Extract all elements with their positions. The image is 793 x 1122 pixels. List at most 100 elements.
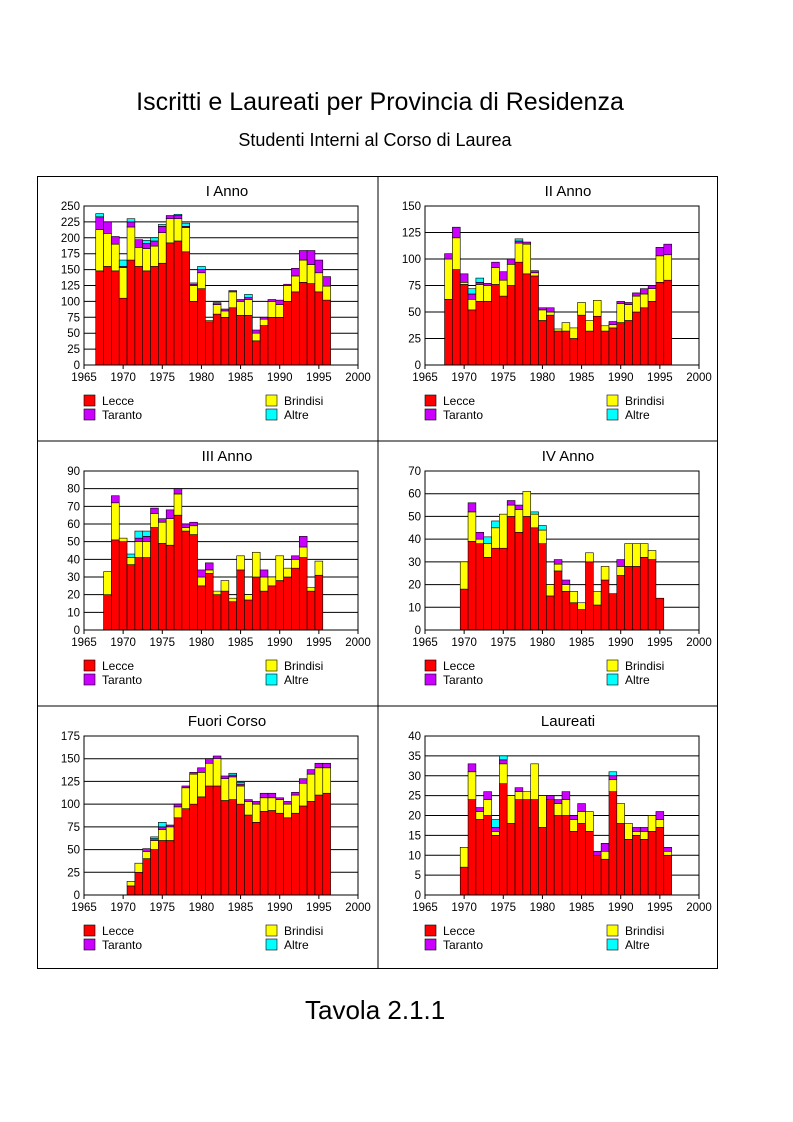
bar-taranto-1980: [197, 269, 206, 274]
bar-lecce-1971: [467, 799, 477, 896]
bar-lecce-1977: [514, 799, 524, 896]
legend-label-altre: Altre: [284, 673, 309, 687]
bar-brindisi-1969: [452, 237, 461, 270]
bar-lecce-1988: [600, 858, 610, 896]
bar-brindisi-1978: [522, 491, 531, 517]
bar-brindisi-1978: [181, 787, 190, 809]
bar-taranto-1993: [639, 288, 649, 295]
y-tick-label-150: 150: [402, 201, 421, 213]
y-tick-label-10: 10: [408, 602, 421, 614]
bar-brindisi-1987: [593, 591, 602, 606]
bar-taranto-1980: [538, 307, 547, 311]
bar-brindisi-1983: [561, 799, 571, 816]
bar-brindisi-1987: [252, 332, 261, 342]
bar-lecce-1991: [283, 301, 292, 366]
bar-taranto-1994: [306, 769, 316, 775]
bar-lecce-1991: [283, 817, 292, 896]
bar-brindisi-1972: [475, 284, 485, 302]
bar-lecce-1990: [616, 823, 625, 896]
bar-brindisi-1996: [663, 850, 672, 856]
bar-lecce-1975: [499, 783, 508, 896]
legend-swatch-taranto: [83, 673, 96, 686]
legend-label-lecce: Lecce: [102, 659, 134, 673]
bar-brindisi-1984: [228, 776, 237, 800]
legend-swatch-altre: [606, 408, 619, 421]
bar-altre-1986: [244, 294, 253, 298]
bar-taranto-1977: [173, 215, 183, 220]
bar-taranto-1996: [663, 847, 672, 852]
bar-lecce-1982: [212, 313, 222, 366]
bar-brindisi-1972: [475, 538, 485, 544]
bar-brindisi-1976: [506, 264, 516, 286]
y-tick-label-0: 0: [74, 890, 80, 902]
y-tick-label-30: 30: [67, 572, 80, 584]
y-tick-label-40: 40: [67, 554, 80, 566]
bar-brindisi-1973: [142, 541, 151, 558]
legend-swatch-taranto: [424, 408, 437, 421]
bar-lecce-1989: [608, 327, 618, 366]
bar-brindisi-1978: [522, 791, 531, 800]
bar-taranto-1988: [600, 843, 610, 852]
bar-lecce-1968: [444, 298, 453, 366]
y-tick-label-50: 50: [67, 537, 80, 549]
bar-altre-1973: [483, 536, 492, 544]
bar-taranto-1974: [491, 827, 500, 832]
chart-svg-i-anno: I Anno 0 25 50 75 100 125 150 175 200 225 250 1965 19…: [61, 183, 371, 422]
legend-label-altre: Altre: [625, 408, 650, 422]
bar-lecce-1993: [639, 839, 649, 896]
x-tick-label-1975: 1975: [490, 372, 516, 384]
chart-title: III Anno: [202, 448, 253, 465]
bar-lecce-1972: [475, 543, 485, 631]
bar-lecce-1993: [298, 282, 308, 366]
legend-label-lecce: Lecce: [443, 394, 475, 408]
bar-lecce-1968: [103, 266, 112, 366]
bar-lecce-1988: [259, 590, 269, 631]
y-tick-label-70: 70: [67, 501, 80, 513]
bar-taranto-1982: [212, 755, 222, 760]
bar-taranto-1982: [212, 302, 222, 305]
bar-lecce-1992: [291, 812, 300, 896]
bar-taranto-1995: [314, 762, 324, 769]
bar-lecce-1969: [452, 269, 461, 366]
bar-lecce-1981: [546, 314, 555, 366]
bar-lecce-1985: [577, 609, 586, 631]
bar-brindisi-1982: [553, 563, 563, 572]
bar-lecce-1981: [205, 785, 214, 896]
bar-lecce-1975: [499, 295, 508, 366]
bar-lecce-1991: [283, 576, 292, 631]
bar-lecce-1992: [632, 835, 641, 896]
bar-brindisi-1972: [134, 247, 144, 267]
bar-brindisi-1991: [624, 543, 633, 567]
bar-taranto-1968: [444, 253, 453, 260]
bar-taranto-1972: [475, 282, 485, 285]
bar-lecce-1983: [220, 800, 230, 896]
bar-brindisi-1974: [150, 245, 159, 267]
bar-lecce-1967: [95, 270, 104, 366]
legend-swatch-lecce: [83, 924, 96, 937]
bar-lecce-1983: [561, 591, 571, 631]
bar-brindisi-1984: [228, 291, 237, 309]
bar-lecce-1987: [593, 854, 602, 896]
bar-brindisi-1968: [103, 233, 112, 267]
x-tick-label-2000: 2000: [686, 637, 712, 649]
bar-lecce-1980: [197, 585, 206, 631]
bar-taranto-1990: [616, 301, 625, 304]
x-tick-label-1985: 1985: [569, 902, 595, 914]
legend-label-altre: Altre: [625, 673, 650, 687]
y-tick-label-0: 0: [74, 360, 80, 372]
bar-lecce-1991: [624, 566, 633, 631]
legend-swatch-altre: [606, 938, 619, 951]
bar-altre-1973: [142, 240, 151, 244]
bar-lecce-1985: [236, 569, 245, 631]
bar-lecce-1988: [259, 325, 269, 366]
chart-panel-i-anno: I Anno 0 25 50 75 100 125 150 175 200 225 250 1965 19…: [37, 176, 377, 440]
bar-altre-1984: [228, 772, 237, 776]
bar-brindisi-1982: [212, 304, 222, 315]
bar-taranto-1975: [499, 759, 508, 765]
bar-brindisi-1977: [173, 218, 183, 242]
bar-taranto-1993: [298, 536, 308, 548]
bar-lecce-1978: [522, 799, 531, 896]
bar-lecce-1990: [275, 317, 284, 366]
bar-brindisi-1985: [236, 301, 245, 316]
bar-brindisi-1973: [483, 285, 492, 302]
